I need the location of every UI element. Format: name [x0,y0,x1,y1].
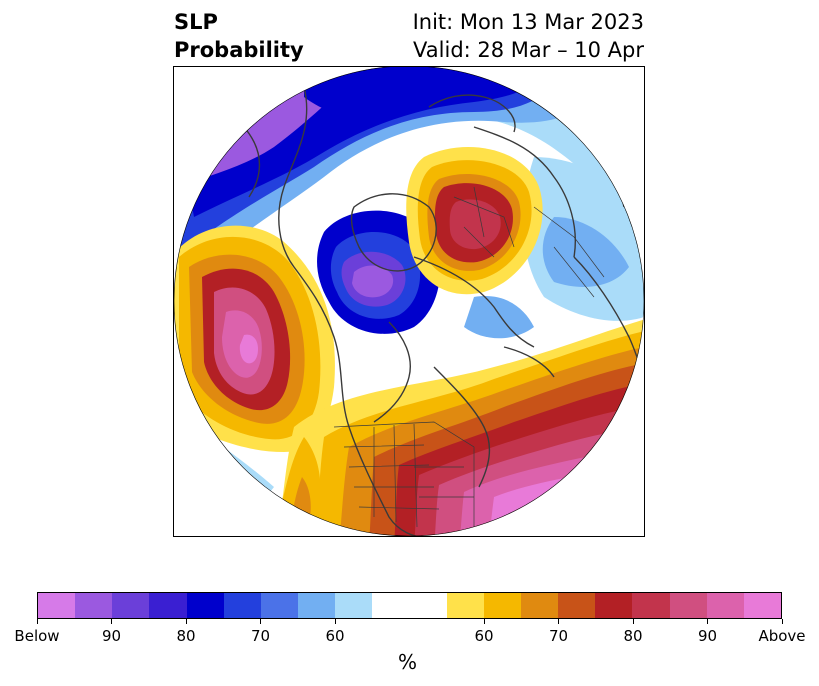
colorbar-tick-label: 80 [176,627,196,645]
map-frame [173,66,645,537]
colorbar-tick-mark [707,619,708,624]
title-product: Probability [174,38,304,62]
colorbar-below-swatch-1 [75,593,113,618]
above-normal-high-siberia [406,147,543,295]
map-dates: Init: Mon 13 Mar 2023 Valid: 28 Mar – 10… [413,8,644,64]
colorbar-tick-mark [558,619,559,624]
colorbar-below-swatch-0 [38,593,76,618]
colorbar-tick-label: 70 [548,627,569,645]
colorbar-above-swatch-5 [632,593,670,618]
colorbar-tick-label: 60 [325,627,345,645]
map-title: SLP Probability [174,8,304,64]
colorbar-above-swatch-8 [743,593,782,618]
above-normal-high-pacific [174,225,335,452]
colorbar-below-swatch-5 [223,593,261,618]
title-variable: SLP [174,10,218,34]
colorbar-above-swatch-1 [483,593,522,618]
polar-map [174,67,644,536]
colorbar-tick-label: 90 [101,627,122,645]
colorbar-unit-label: % [398,650,418,674]
colorbar-below-swatch-6 [260,593,299,618]
colorbar-tick-label: 80 [623,627,643,645]
colorbar-tick-mark [632,619,634,624]
valid-range: Valid: 28 Mar – 10 Apr [413,38,644,62]
colorbar-tick-mark [334,619,336,624]
probability-colorbar [37,592,782,619]
colorbar-tick-label: Above [758,627,806,645]
colorbar-tick-mark [781,619,783,624]
colorbar-below-swatch-4 [186,593,224,618]
political-borders [333,186,605,536]
colorbar-tick-label: Below [14,627,60,645]
colorbar-tick-mark [36,619,38,624]
colorbar-above-swatch-2 [521,593,559,618]
colorbar-tick-mark [483,619,485,624]
colorbar-below-swatch-8 [335,593,373,618]
colorbar-neutral-swatch [372,593,447,618]
colorbar-tick-mark [260,619,261,624]
colorbar-tick-label: 60 [474,627,494,645]
colorbar-below-swatch-7 [298,593,336,618]
colorbar-below-swatch-2 [112,593,150,618]
colorbar-tick-mark [185,619,187,624]
colorbar-below-swatch-3 [149,593,187,618]
colorbar-above-swatch-0 [446,593,484,618]
below-normal-region-east [464,157,644,339]
colorbar-above-swatch-3 [558,593,596,618]
colorbar-tick-label: 70 [250,627,271,645]
init-date: Init: Mon 13 Mar 2023 [412,10,644,34]
colorbar-above-swatch-6 [669,593,707,618]
colorbar-tick-mark [111,619,112,624]
colorbar-above-swatch-7 [706,593,744,618]
colorbar-above-swatch-4 [595,593,633,618]
colorbar-tick-label: 90 [697,627,718,645]
